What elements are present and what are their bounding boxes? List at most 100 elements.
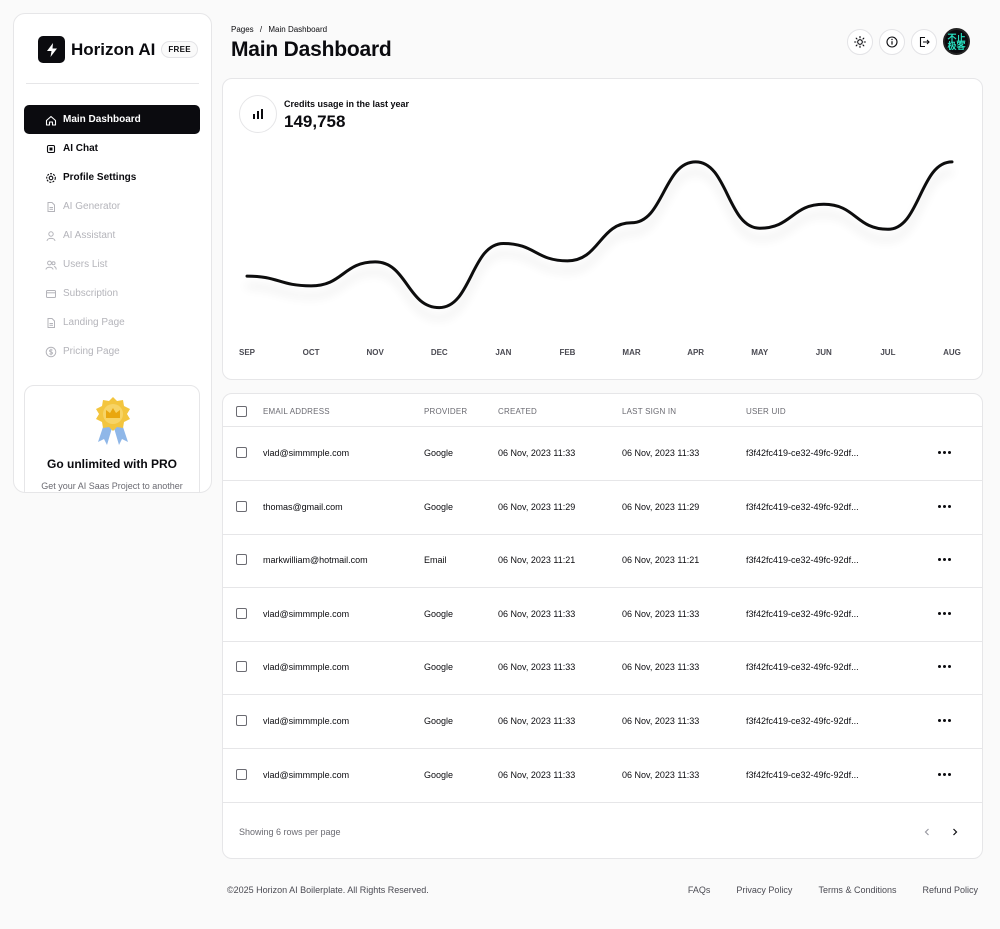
- page-title: Main Dashboard: [231, 38, 392, 61]
- sidebar-item-landing-page[interactable]: Landing Page: [24, 308, 200, 337]
- sidebar-item-pricing-page[interactable]: Pricing Page: [24, 337, 200, 366]
- info-button[interactable]: [879, 28, 905, 55]
- cell-provider: Google: [424, 608, 454, 619]
- select-all-checkbox[interactable]: [236, 406, 247, 417]
- cell-created: 06 Nov, 2023 11:33: [498, 662, 576, 673]
- avatar[interactable]: 不止极客: [943, 28, 970, 55]
- cell-provider: Google: [424, 448, 454, 458]
- col-last-sign-in[interactable]: LAST SIGN IN: [622, 407, 677, 416]
- lightning-icon: [38, 36, 65, 63]
- row-actions-menu-icon[interactable]: [936, 665, 951, 669]
- table-row: vlad@simmmple.com Google 06 Nov, 2023 11:3…: [223, 749, 982, 803]
- footer-link-privacy[interactable]: Privacy Policy: [736, 885, 793, 895]
- row-actions-menu-icon[interactable]: [936, 558, 951, 562]
- row-checkbox[interactable]: [236, 768, 247, 780]
- header-actions: 不止极客: [841, 28, 970, 55]
- cell-last-sign-in: 06 Nov, 2023 11:33: [622, 448, 700, 458]
- cell-created: 06 Nov, 2023 11:33: [498, 716, 576, 726]
- sidebar-item-subscription[interactable]: Subscription: [24, 279, 200, 308]
- cell-created: 06 Nov, 2023 11:33: [498, 448, 576, 458]
- cell-last-sign-in: 06 Nov, 2023 11:33: [622, 662, 700, 673]
- sidebar-nav: Main Dashboard AI Chat Profile Settings AI …: [24, 105, 200, 366]
- chart-icon-button: [239, 95, 277, 133]
- cell-created: 06 Nov, 2023 11:29: [498, 501, 576, 512]
- footer-link-terms[interactable]: Terms & Conditions: [818, 885, 897, 895]
- sidebar-item-ai-assistant[interactable]: AI Assistant: [24, 221, 200, 250]
- sidebar-item-users-list[interactable]: Users List: [24, 250, 200, 279]
- pro-promo-card: Go unlimited with PRO Get your AI Saas P…: [24, 385, 200, 492]
- sidebar-item-label: Landing Page: [63, 317, 125, 328]
- table-row: vlad@simmmple.com Google 06 Nov, 2023 11:3…: [223, 695, 982, 749]
- cell-email: markwilliam@hotmail.com: [263, 555, 368, 566]
- cell-last-sign-in: 06 Nov, 2023 11:21: [622, 555, 700, 566]
- cell-last-sign-in: 06 Nov, 2023 11:33: [622, 769, 700, 780]
- users-table: EMAIL ADDRESS PROVIDER CREATED LAST SIGN…: [222, 393, 983, 859]
- sidebar-item-main-dashboard[interactable]: Main Dashboard: [24, 105, 200, 134]
- table-row: vlad@simmmple.com Google 06 Nov, 2023 11:3…: [223, 427, 982, 481]
- gear-icon: [44, 171, 58, 185]
- row-checkbox[interactable]: [236, 554, 247, 566]
- sidebar-item-ai-chat[interactable]: AI Chat: [24, 134, 200, 163]
- x-tick-label: DEC: [431, 348, 448, 357]
- x-tick-label: OCT: [303, 348, 320, 357]
- row-checkbox[interactable]: [236, 661, 247, 673]
- row-checkbox[interactable]: [236, 715, 247, 726]
- footer-link-refund[interactable]: Refund Policy: [922, 885, 978, 895]
- x-tick-label: APR: [687, 348, 704, 357]
- table-header: EMAIL ADDRESS PROVIDER CREATED LAST SIGN…: [223, 394, 982, 427]
- sidebar-item-label: AI Chat: [63, 143, 98, 154]
- footer-link-faqs[interactable]: FAQs: [687, 885, 711, 895]
- row-actions-menu-icon[interactable]: [936, 772, 951, 776]
- sidebar-item-profile-settings[interactable]: Profile Settings: [24, 163, 200, 192]
- row-checkbox[interactable]: [236, 607, 247, 619]
- x-tick-label: AUG: [943, 348, 961, 357]
- file-icon: [44, 200, 58, 214]
- sidebar-item-label: AI Generator: [63, 201, 121, 212]
- cell-user-uid: f3f42fc419-ce32-49fc-92df...: [746, 662, 859, 673]
- cell-email: vlad@simmmple.com: [263, 716, 350, 726]
- sidebar-item-label: Users List: [63, 259, 108, 270]
- x-tick-label: MAR: [622, 348, 640, 357]
- row-actions-menu-icon[interactable]: [936, 451, 951, 454]
- sidebar-item-label: AI Assistant: [63, 230, 116, 241]
- credits-total: 149,758: [284, 112, 346, 131]
- x-tick-label: JUL: [880, 348, 895, 357]
- table-row: vlad@simmmple.com Google 06 Nov, 2023 11:3…: [223, 588, 982, 642]
- col-provider[interactable]: PROVIDER: [424, 407, 468, 416]
- sidebar-item-label: Profile Settings: [63, 172, 137, 183]
- cell-user-uid: f3f42fc419-ce32-49fc-92df...: [746, 501, 859, 512]
- cell-created: 06 Nov, 2023 11:33: [498, 769, 576, 780]
- col-created[interactable]: CREATED: [498, 407, 538, 416]
- cell-user-uid: f3f42fc419-ce32-49fc-92df...: [746, 448, 859, 458]
- dollar-icon: [44, 345, 58, 359]
- breadcrumb-separator: /: [259, 25, 263, 34]
- cell-email: vlad@simmmple.com: [263, 608, 350, 619]
- sidebar: Horizon AI FREE Main Dashboard AI Chat Pro…: [13, 13, 212, 493]
- breadcrumb-root[interactable]: Pages: [231, 25, 254, 34]
- logout-button[interactable]: [911, 28, 937, 55]
- card-icon: [44, 287, 58, 301]
- user-icon: [44, 229, 58, 243]
- col-user-uid[interactable]: USER UID: [746, 407, 786, 416]
- sidebar-divider: [26, 83, 199, 84]
- footer-links: FAQs Privacy Policy Terms & Conditions R…: [662, 885, 978, 895]
- theme-toggle-button[interactable]: [847, 28, 873, 55]
- col-email[interactable]: EMAIL ADDRESS: [263, 407, 330, 416]
- row-actions-menu-icon[interactable]: [936, 611, 951, 615]
- row-checkbox[interactable]: [236, 500, 247, 512]
- sidebar-item-ai-generator[interactable]: AI Generator: [24, 192, 200, 221]
- cell-email: vlad@simmmple.com: [263, 662, 350, 673]
- next-page-button[interactable]: [948, 825, 962, 839]
- row-actions-menu-icon[interactable]: [936, 719, 951, 722]
- cell-last-sign-in: 06 Nov, 2023 11:33: [622, 608, 700, 619]
- credits-series-line: [245, 160, 954, 310]
- home-icon: [44, 113, 58, 127]
- cell-last-sign-in: 06 Nov, 2023 11:33: [622, 716, 700, 726]
- row-actions-menu-icon[interactable]: [936, 504, 951, 508]
- cell-email: vlad@simmmple.com: [263, 448, 350, 458]
- row-checkbox[interactable]: [236, 447, 247, 458]
- brand[interactable]: Horizon AI FREE: [38, 36, 198, 63]
- promo-title: Go unlimited with PRO: [47, 457, 177, 471]
- prev-page-button[interactable]: [920, 825, 934, 839]
- x-tick-label: NOV: [367, 348, 385, 357]
